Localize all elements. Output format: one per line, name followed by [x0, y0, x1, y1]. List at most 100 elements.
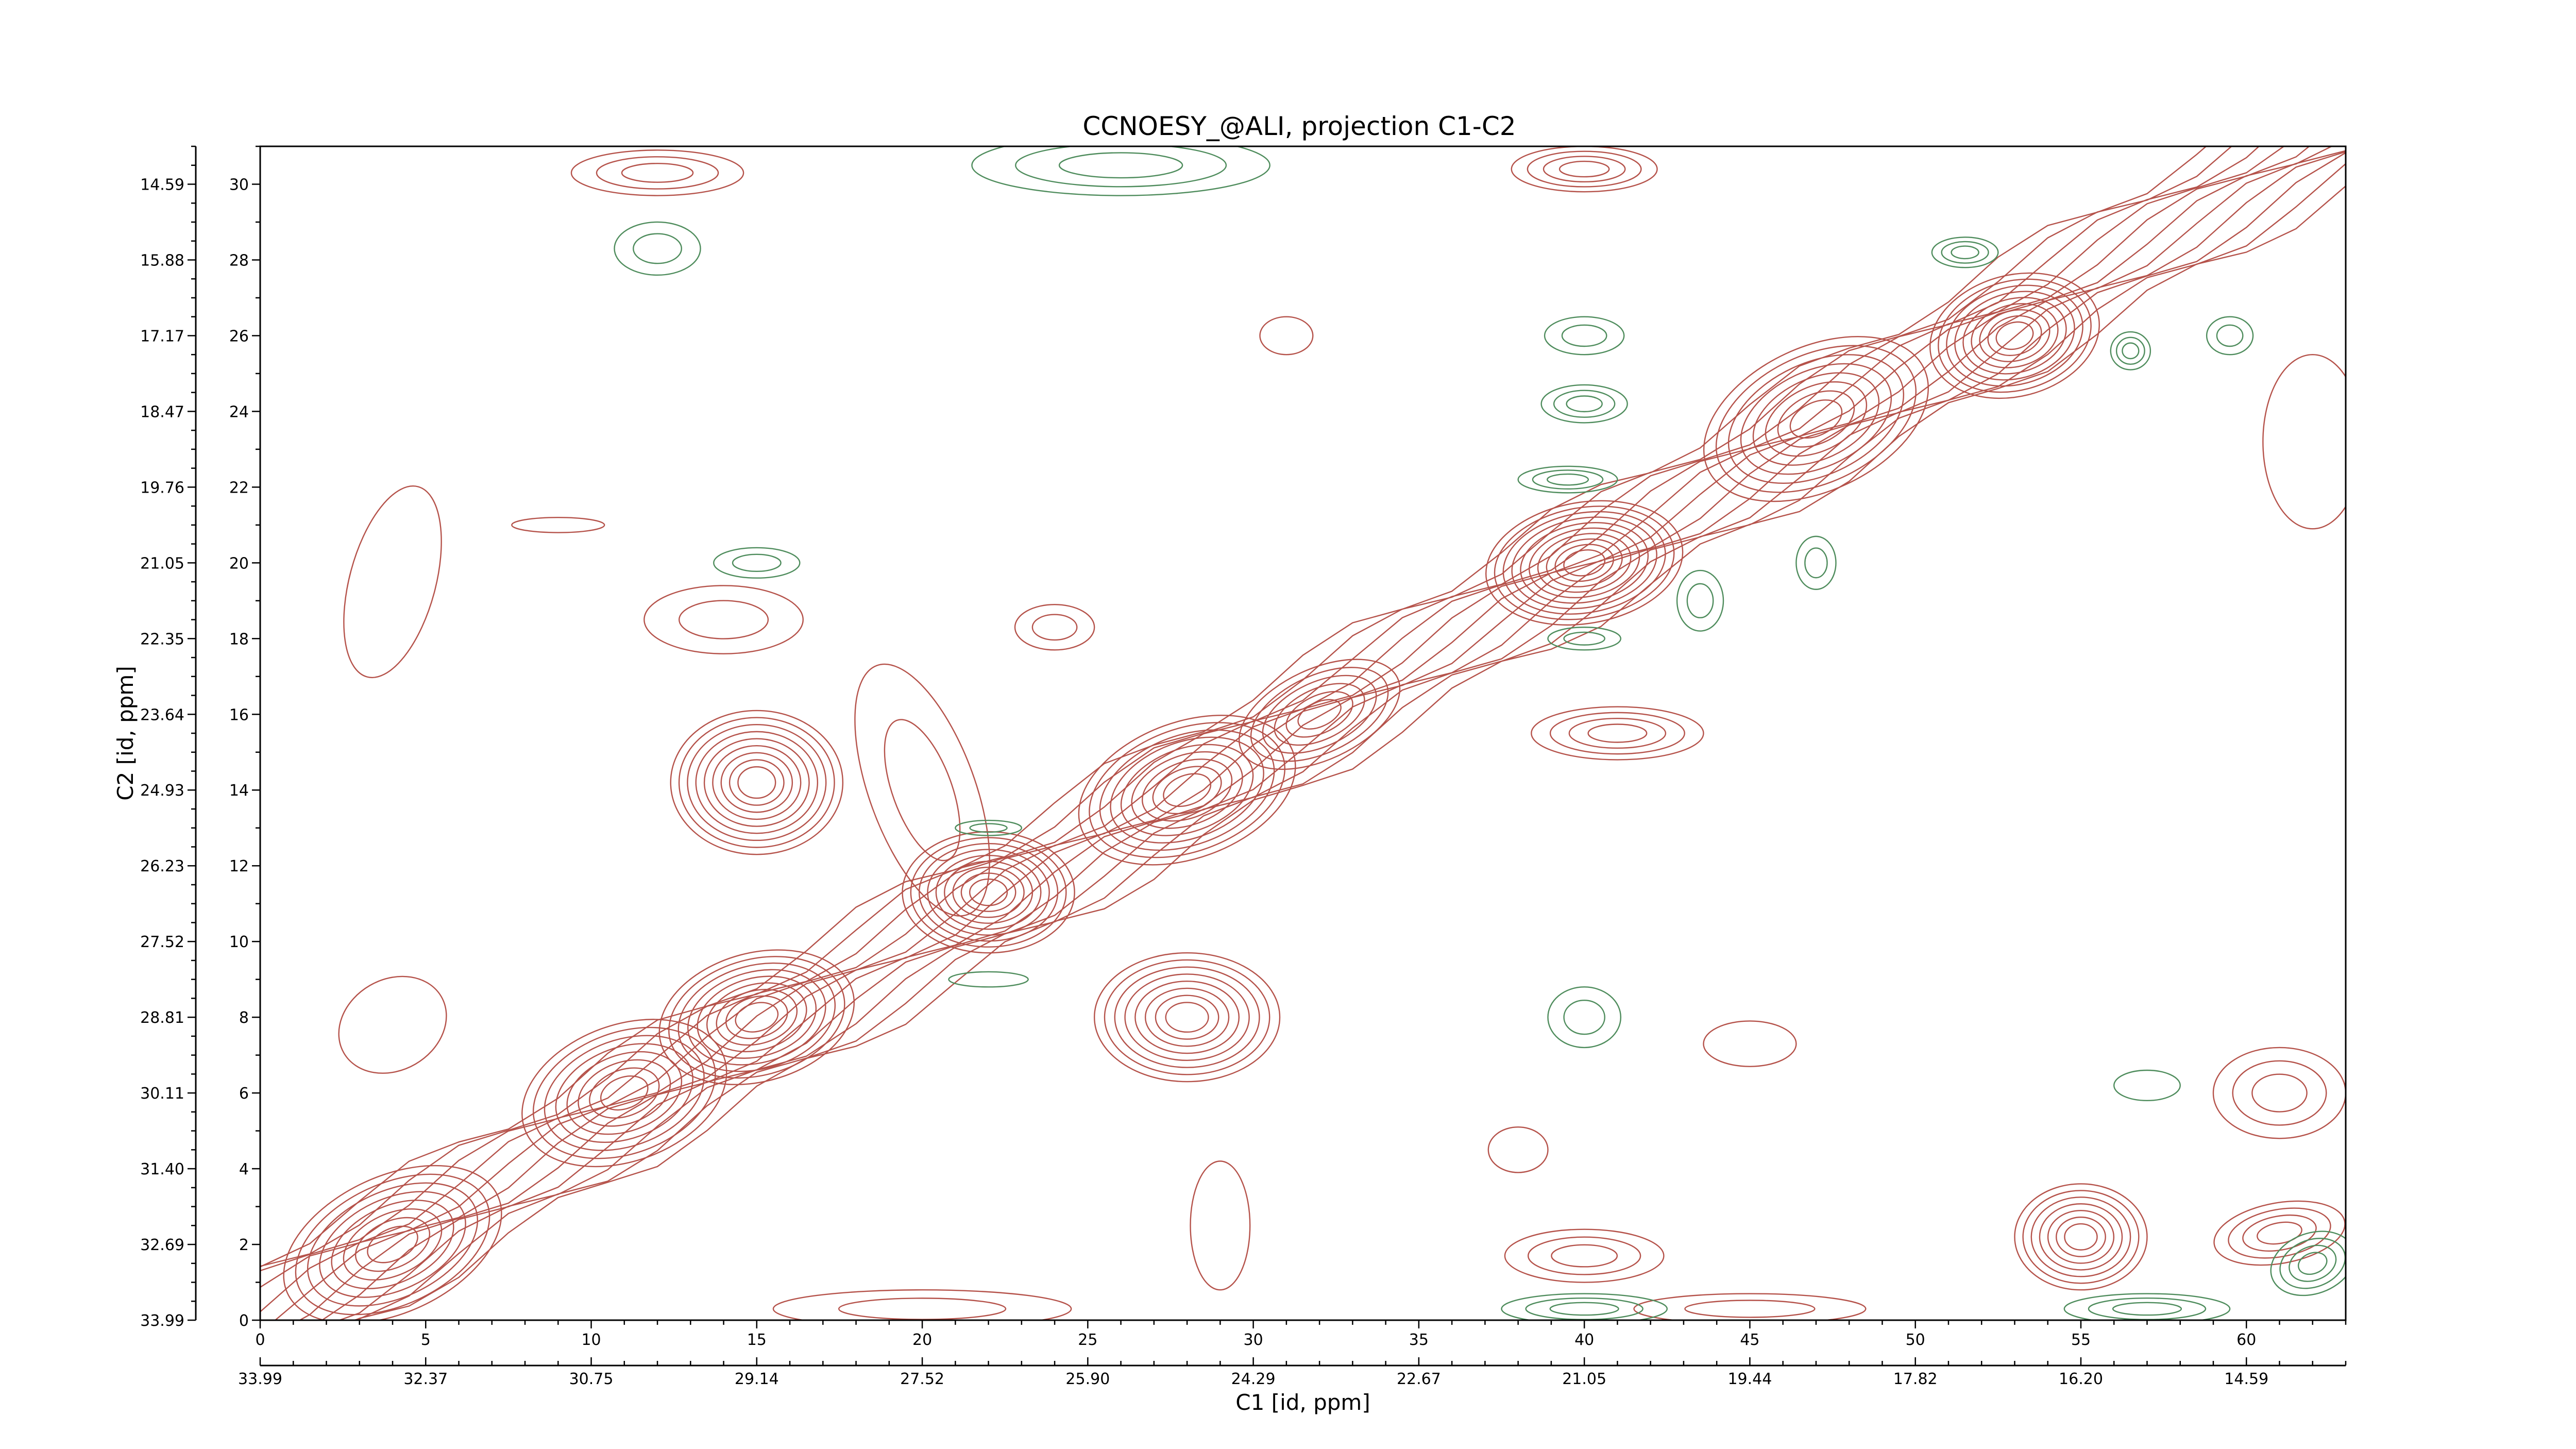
positive-contour-level [1485, 500, 1684, 626]
positive-contour-level [343, 1208, 443, 1281]
ridge-contour [298, 150, 2346, 1320]
negative-contour-level [955, 819, 1023, 836]
positive-contour-level [596, 156, 719, 190]
positive-contour-level [1551, 1244, 1618, 1268]
positive-contour-level [1250, 667, 1389, 762]
y-ppm-tick-label: 23.64 [140, 706, 184, 724]
positive-contour-level [2257, 1221, 2302, 1245]
positive-contour-level [1633, 1293, 1867, 1320]
x-index-tick-label: 45 [1740, 1331, 1759, 1349]
chart-title: CCNOESY_@ALI, projection C1-C2 [1082, 111, 1516, 141]
positive-contour-level [1531, 706, 1704, 761]
positive-contour-level [2213, 1200, 2346, 1266]
positive-contour-level [1494, 506, 1675, 620]
negative-contour-level [969, 823, 1008, 833]
positive-contour-level [1134, 980, 1240, 1054]
negative-contour-level [2113, 1069, 2181, 1101]
positive-contour-level [1511, 146, 1658, 193]
y-index-tick-label: 30 [229, 176, 249, 194]
positive-contour-level [670, 710, 844, 855]
y-index-tick-label: 24 [229, 403, 249, 421]
positive-contour-level [1114, 966, 1260, 1068]
positive-contour-level [1987, 315, 2042, 356]
positive-contour-level [532, 1026, 716, 1159]
negative-peak [971, 146, 1270, 196]
positive-contour-level [331, 1200, 454, 1289]
positive-contour-level [2064, 1223, 2098, 1251]
y-ppm-tick-label: 22.35 [140, 630, 184, 648]
y-index-tick-label: 8 [239, 1009, 249, 1027]
positive-peak [283, 1165, 502, 1320]
positive-contour-level [1078, 715, 1296, 866]
positive-contour-level [578, 1059, 671, 1127]
positive-contour-level [884, 719, 961, 862]
positive-contour-level [600, 1075, 649, 1111]
negative-peak [614, 221, 701, 276]
positive-contour-level [319, 1191, 466, 1298]
positive-contour-level [1554, 544, 1614, 582]
positive-contour-level [1190, 1160, 1251, 1291]
x-ppm-tick-label: 24.29 [1231, 1370, 1276, 1388]
negative-contour-level [1532, 469, 1604, 490]
y-ppm-tick-label: 14.59 [140, 176, 184, 194]
x-index-tick-label: 0 [255, 1331, 265, 1349]
y-ppm-tick-label: 24.93 [140, 782, 184, 800]
positive-peak [1511, 146, 1658, 193]
x-index-tick-label: 40 [1574, 1331, 1594, 1349]
y-ppm-tick-label: 32.69 [140, 1236, 184, 1254]
positive-contour-level [1549, 712, 1685, 755]
y-index-tick-label: 26 [229, 327, 249, 345]
negative-contour-level [1563, 1000, 1605, 1035]
positive-contour-level [1568, 717, 1667, 749]
positive-peak [1093, 952, 1281, 1083]
positive-contour-level [338, 975, 447, 1074]
positive-contour-level [1527, 150, 1642, 188]
negative-contour-level [1941, 241, 1989, 264]
negative-contour-level [1951, 245, 1979, 260]
negative-contour-level [2063, 1293, 2231, 1320]
positive-contour-level [1120, 744, 1254, 836]
y-ppm-tick-label: 21.05 [140, 554, 184, 572]
negative-contour-level [633, 233, 683, 264]
positive-peak [2014, 1183, 2148, 1291]
y-ppm-tick-label: 15.88 [140, 251, 184, 269]
positive-contour-level [555, 1043, 693, 1143]
negative-contour-level [2115, 336, 2145, 365]
positive-contour-level [697, 975, 817, 1059]
positive-contour-level [944, 861, 1033, 924]
positive-peak [511, 516, 605, 533]
y-ppm-tick-label: 27.52 [140, 933, 184, 951]
negative-contour-level [2216, 324, 2244, 347]
positive-contour-level [720, 752, 793, 813]
positive-contour-level [2232, 1060, 2327, 1126]
positive-contour-level [589, 1067, 660, 1119]
positive-contour-level [2039, 1203, 2123, 1271]
y-index-tick-label: 22 [229, 479, 249, 497]
negative-contour-level [1561, 324, 1607, 347]
positive-peak [854, 663, 990, 917]
positive-peak [1259, 316, 1314, 356]
negative-contour-level [2206, 316, 2254, 356]
negative-contour-level [1566, 395, 1603, 413]
positive-contour-level [1110, 736, 1264, 844]
y-ppm-tick-label: 19.76 [140, 479, 184, 497]
positive-contour-level [1093, 952, 1281, 1083]
negative-contour-level [971, 146, 1270, 196]
positive-contour-level [1529, 527, 1640, 599]
x-index-tick-label: 50 [1906, 1331, 1925, 1349]
x-ppm-tick-label: 22.67 [1397, 1370, 1441, 1388]
positive-contour-level [1740, 363, 1892, 475]
y-ppm-tick-label: 28.81 [140, 1009, 184, 1027]
negative-contour-level [2110, 331, 2151, 370]
negative-peak [955, 819, 1023, 836]
ridge-contour [320, 151, 2346, 1320]
negative-contour-level [2279, 1238, 2346, 1289]
positive-contour-level [1259, 316, 1314, 356]
positive-peak [343, 485, 442, 679]
positive-contour-level [706, 982, 807, 1053]
negative-contour-level [1553, 390, 1616, 418]
y-index-tick-label: 20 [229, 554, 249, 572]
negative-peak [1931, 237, 1999, 268]
x-ppm-tick-label: 19.44 [1727, 1370, 1772, 1388]
